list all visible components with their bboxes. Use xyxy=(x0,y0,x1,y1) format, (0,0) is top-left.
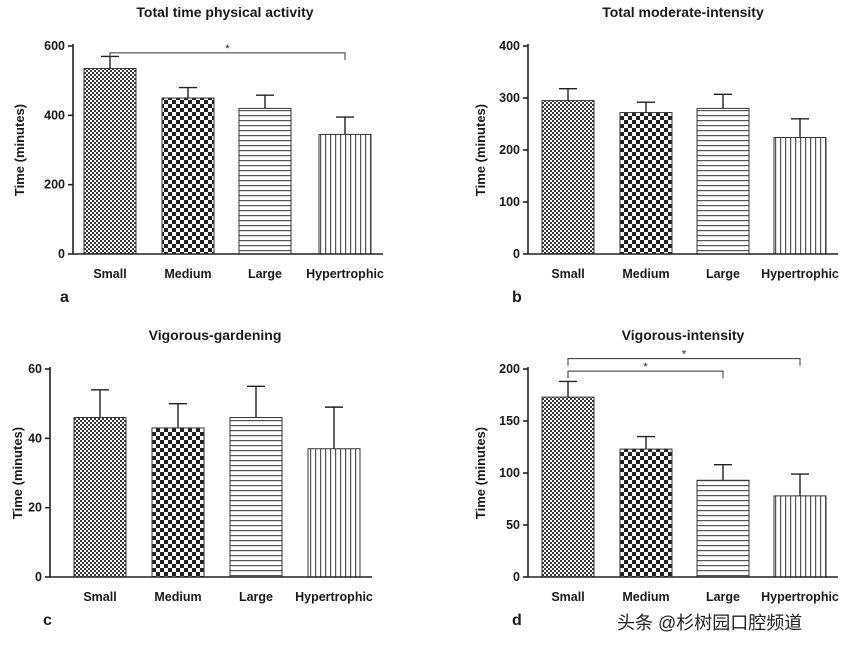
bar-small xyxy=(541,396,595,578)
x-tick-label: Hypertrophic xyxy=(761,590,839,604)
x-tick-label: Hypertrophic xyxy=(295,590,373,604)
x-tick-label: Small xyxy=(551,590,584,604)
x-tick-label: Hypertrophic xyxy=(761,267,839,281)
chart-title: Total moderate-intensity xyxy=(602,4,764,20)
y-tick-label: 100 xyxy=(499,195,520,209)
significance-star: * xyxy=(225,43,230,55)
x-tick-label: Small xyxy=(83,590,116,604)
chart-panel-a: Total time physical activity 0 200 400 600 Sm… xyxy=(12,4,384,306)
chart-title: Total time physical activity xyxy=(136,4,313,20)
bar-medium xyxy=(151,427,205,578)
bar-hypertrophic xyxy=(773,137,827,255)
panel-label: b xyxy=(512,289,522,306)
y-tick-label: 60 xyxy=(28,362,42,376)
x-tick-label: Medium xyxy=(154,590,201,604)
x-tick-label: Large xyxy=(248,267,282,281)
x-tick-label: Large xyxy=(239,590,273,604)
chart-panel-b: Total moderate-intensity 0 100 200 300 400 Sma… xyxy=(473,4,839,306)
y-tick-label: 200 xyxy=(44,178,65,192)
x-tick-label: Hypertrophic xyxy=(306,267,384,281)
x-tick-label: Medium xyxy=(622,590,669,604)
y-tick-label: 300 xyxy=(499,91,520,105)
bar-hypertrophic xyxy=(307,448,361,578)
significance-star: * xyxy=(682,349,687,361)
bar-small xyxy=(541,100,595,255)
y-tick-label: 0 xyxy=(513,247,520,261)
bar-hypertrophic xyxy=(318,133,372,255)
y-tick-label: 600 xyxy=(44,39,65,53)
y-tick-label: 150 xyxy=(499,414,520,428)
y-tick-label: 40 xyxy=(28,431,42,445)
y-tick-label: 0 xyxy=(35,570,42,584)
y-axis-label: Time (minutes) xyxy=(473,104,488,196)
y-axis-label: Time (minutes) xyxy=(10,427,25,519)
significance-bracket xyxy=(109,52,346,60)
bar-large xyxy=(696,107,750,255)
y-tick-label: 200 xyxy=(499,143,520,157)
chart-title: Vigorous-gardening xyxy=(149,327,282,343)
bar-large xyxy=(696,479,750,578)
significance-star: * xyxy=(643,361,648,373)
bar-large xyxy=(229,417,283,578)
y-tick-label: 0 xyxy=(513,570,520,584)
bar-small xyxy=(73,417,127,578)
significance-bracket xyxy=(567,358,801,366)
y-tick-label: 400 xyxy=(499,39,520,53)
panel-label: c xyxy=(43,612,52,629)
x-tick-label: Small xyxy=(93,267,126,281)
y-axis-label: Time (minutes) xyxy=(473,427,488,519)
chart-panel-d: Vigorous-intensity 0 50 100 150 200 Small Mediu… xyxy=(473,327,839,629)
watermark: 头条 @杉树园口腔频道 xyxy=(617,613,802,633)
y-axis-label: Time (minutes) xyxy=(12,104,27,196)
bar-large xyxy=(238,107,292,255)
y-tick-label: 400 xyxy=(44,108,65,122)
bar-hypertrophic xyxy=(773,495,827,578)
panel-label: d xyxy=(512,612,522,629)
x-tick-label: Small xyxy=(551,267,584,281)
significance-bracket xyxy=(567,370,724,379)
bar-small xyxy=(83,68,137,255)
chart-panel-c: Vigorous-gardening 0 20 40 60 Small Medium Larg… xyxy=(10,327,373,629)
chart-title: Vigorous-intensity xyxy=(622,327,745,343)
bar-medium xyxy=(619,112,673,255)
y-tick-label: 200 xyxy=(499,362,520,376)
y-tick-label: 20 xyxy=(28,501,42,515)
panel-label: a xyxy=(60,289,69,306)
y-tick-label: 100 xyxy=(499,466,520,480)
bar-medium xyxy=(161,97,215,255)
bar-medium xyxy=(619,448,673,578)
x-tick-label: Medium xyxy=(622,267,669,281)
x-tick-label: Large xyxy=(706,590,740,604)
y-tick-label: 50 xyxy=(506,518,520,532)
x-tick-label: Large xyxy=(706,267,740,281)
y-tick-label: 0 xyxy=(58,247,65,261)
x-tick-label: Medium xyxy=(164,267,211,281)
